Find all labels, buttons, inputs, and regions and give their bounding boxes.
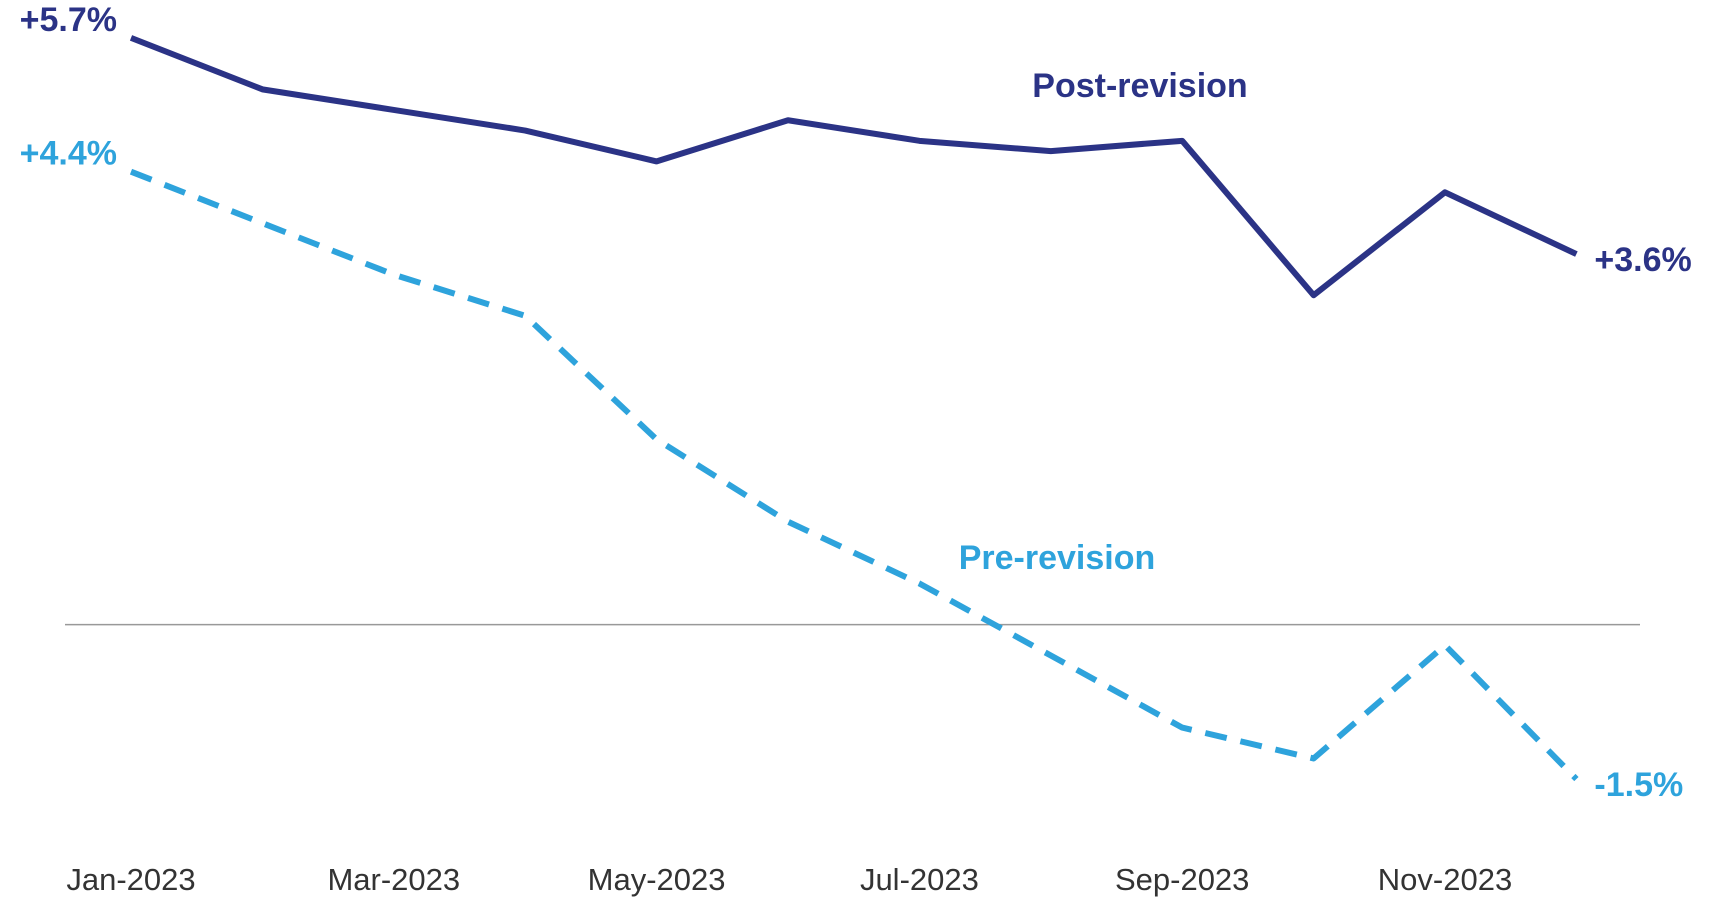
x-tick-label: Sep-2023	[1115, 862, 1249, 897]
x-tick-label: Jul-2023	[860, 862, 979, 897]
x-tick-label: Mar-2023	[327, 862, 460, 897]
x-tick-label: Nov-2023	[1378, 862, 1512, 897]
series-label: Post-revision	[1032, 67, 1247, 105]
series-line	[129, 168, 1579, 782]
x-tick-label: Jan-2023	[66, 862, 195, 897]
value-label: -1.5%	[1594, 766, 1683, 804]
value-label: +4.4%	[20, 135, 117, 173]
x-tick-label: May-2023	[588, 862, 726, 897]
value-label: +5.7%	[20, 1, 117, 39]
series-line	[129, 35, 1578, 299]
series-label: Pre-revision	[959, 539, 1156, 577]
value-label: +3.6%	[1594, 241, 1691, 279]
